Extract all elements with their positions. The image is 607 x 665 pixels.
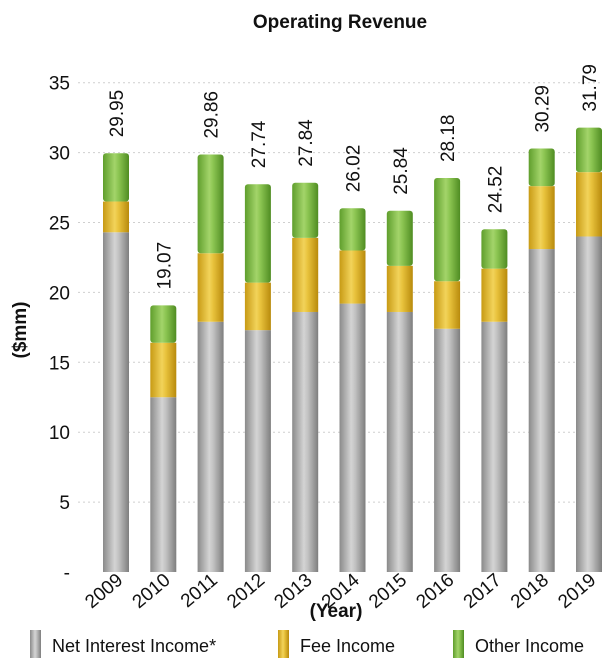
x-tick-label: 2018 — [507, 570, 553, 613]
bar-segment-other-income — [434, 178, 461, 282]
bar-segment-fee-income — [528, 186, 555, 250]
total-value-label: 25.84 — [391, 147, 412, 195]
bar-segment-net-interest-income — [481, 321, 508, 572]
bar-segment-other-income — [103, 153, 129, 202]
legend-swatch — [453, 630, 464, 658]
x-tick-label: 2016 — [412, 570, 458, 613]
total-value-label: 28.18 — [438, 114, 459, 162]
bar-segment-fee-income — [103, 201, 129, 233]
legend-label: Fee Income — [300, 636, 395, 656]
bar-segment-fee-income — [481, 268, 508, 322]
bar-segment-fee-income — [244, 282, 271, 331]
x-tick-label: 2017 — [460, 570, 506, 613]
bar-segment-net-interest-income — [339, 303, 366, 572]
bar-segment-other-income — [481, 229, 508, 269]
legend: Net Interest Income* Fee Income Other Inco… — [30, 630, 584, 658]
y-tick-label: 5 — [59, 493, 70, 514]
total-value-label: 29.86 — [202, 91, 223, 139]
y-tick-label: 35 — [49, 74, 70, 95]
bar-segment-fee-income — [197, 253, 224, 322]
bar-segment-net-interest-income — [244, 330, 271, 572]
bar-segment-net-interest-income — [150, 397, 177, 572]
x-tick-label: 2015 — [365, 570, 411, 613]
legend-swatch — [278, 630, 289, 658]
bar-segment-other-income — [339, 208, 366, 251]
y-tick-label: 15 — [49, 353, 70, 374]
y-axis-label: ($mm) — [10, 301, 31, 358]
y-axis-ticks: - 5 10 15 20 25 30 35 — [49, 74, 70, 584]
total-value-label: 27.84 — [296, 119, 317, 167]
y-tick-label: 30 — [49, 144, 70, 165]
x-tick-label: 2012 — [223, 570, 269, 613]
bar-segment-other-income — [528, 148, 555, 187]
legend-swatch — [30, 630, 41, 658]
bar-segment-net-interest-income — [386, 311, 413, 572]
bar-segment-fee-income — [434, 281, 461, 329]
x-tick-label: 2011 — [177, 570, 222, 612]
bar-segment-net-interest-income — [197, 321, 224, 572]
bar-segment-fee-income — [339, 250, 366, 304]
total-value-label: 26.02 — [344, 145, 365, 193]
total-value-label: 24.52 — [485, 166, 506, 214]
bar-segment-net-interest-income — [292, 311, 319, 572]
bar-segment-other-income — [150, 305, 177, 343]
x-tick-label: 2009 — [81, 570, 127, 613]
bar-segment-fee-income — [150, 342, 177, 398]
total-value-label: 19.07 — [154, 242, 175, 290]
chart-title: Operating Revenue — [253, 12, 427, 33]
bar-segment-other-income — [292, 182, 319, 238]
y-tick-label: 20 — [49, 283, 70, 304]
total-value-label: 30.29 — [533, 85, 554, 133]
x-axis-label: (Year) — [310, 601, 363, 622]
bar-segment-fee-income — [576, 172, 602, 237]
bars — [103, 127, 602, 573]
total-value-label: 27.74 — [249, 120, 270, 168]
legend-label: Net Interest Income* — [52, 636, 216, 656]
legend-label: Other Income — [475, 636, 584, 656]
bar-segment-other-income — [197, 154, 224, 254]
bar-segment-other-income — [576, 127, 602, 173]
total-labels: 29.95 19.07 29.86 27.74 27.84 26.02 25.84 28.18… — [107, 64, 601, 289]
x-tick-label: 2010 — [129, 570, 175, 613]
bar-segment-net-interest-income — [576, 236, 602, 573]
x-tick-label: 2019 — [554, 570, 600, 613]
bar-segment-fee-income — [292, 237, 319, 312]
bar-segment-net-interest-income — [103, 232, 129, 572]
total-value-label: 31.79 — [580, 64, 601, 112]
total-value-label: 29.95 — [107, 90, 128, 138]
bar-segment-other-income — [244, 184, 271, 283]
bar-segment-fee-income — [386, 265, 413, 312]
y-tick-label: 10 — [49, 423, 70, 444]
bar-segment-net-interest-income — [528, 249, 555, 572]
bar-segment-other-income — [386, 210, 413, 266]
y-tick-label: - — [64, 563, 70, 584]
bar-segment-net-interest-income — [434, 328, 461, 572]
y-tick-label: 25 — [49, 214, 70, 235]
